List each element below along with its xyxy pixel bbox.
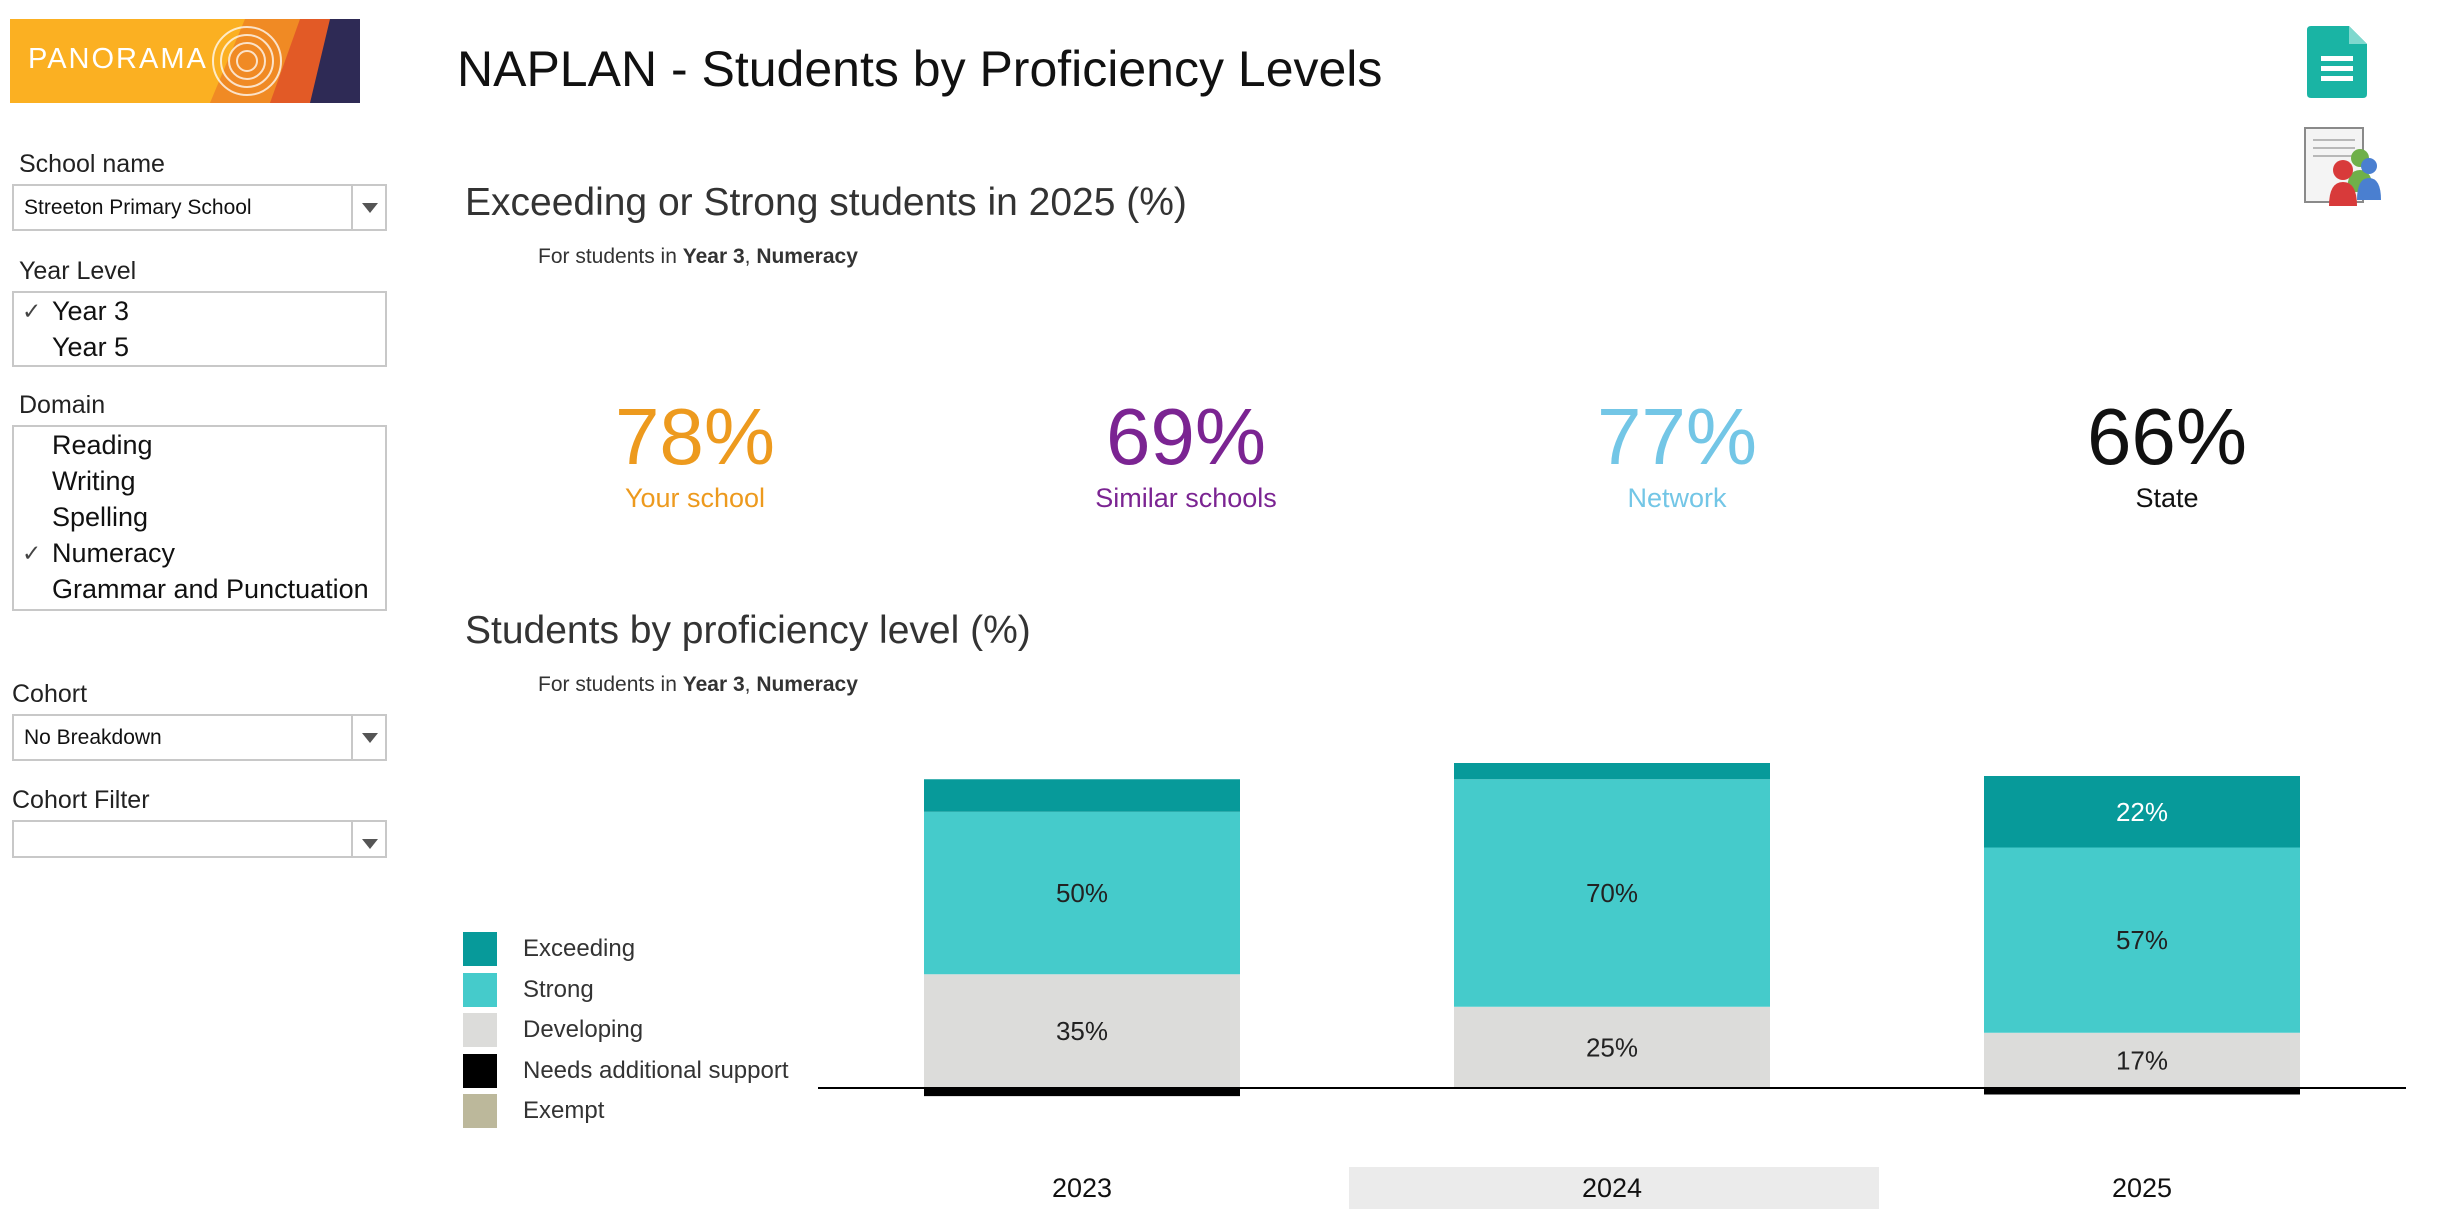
- legend-label: Exempt: [523, 1097, 605, 1124]
- chevron-down-icon[interactable]: [351, 822, 385, 856]
- year-level-label: Year Level: [19, 257, 137, 285]
- x-tick-label: 2023: [1052, 1173, 1112, 1203]
- x-tick-label: 2024: [1582, 1173, 1642, 1203]
- subtitle-separator: ,: [744, 673, 757, 696]
- school-name-label: School name: [19, 150, 165, 178]
- bar-segment: [1984, 1032, 2300, 1088]
- data-label: 25%: [1586, 1032, 1638, 1062]
- subtitle-prefix: For students in: [538, 245, 683, 268]
- year-level-item-label: Year 5: [52, 332, 130, 362]
- school-name-dropdown[interactable]: Streeton Primary School: [12, 184, 387, 231]
- domain-item[interactable]: Reading: [14, 427, 385, 463]
- domain-item-label: Reading: [52, 430, 153, 460]
- bar-segment: [924, 1088, 1240, 1097]
- data-label: 17%: [2116, 1045, 2168, 1075]
- kpi-section-title: Exceeding or Strong students in 2025 (%): [465, 181, 1187, 224]
- kpi-value: 78%: [614, 392, 776, 481]
- legend-label: Strong: [523, 976, 594, 1003]
- bar-segment: [1984, 776, 2300, 848]
- check-icon: ✓: [22, 298, 42, 324]
- data-label: 22%: [2116, 797, 2168, 827]
- data-label: 50%: [1056, 878, 1108, 908]
- kpi-label: Network: [1627, 483, 1727, 513]
- kpi-state: 66% State: [2017, 397, 2317, 514]
- cohort-value: No Breakdown: [24, 726, 162, 749]
- legend-swatch: [463, 1013, 497, 1047]
- panorama-logo: PANORAMA: [10, 19, 360, 103]
- category-highlight: [1349, 1167, 1879, 1209]
- chart-section-subtitle: For students in Year 3, Numeracy: [538, 673, 858, 697]
- kpi-your-school: 78% Your school: [545, 397, 845, 514]
- cohort-dropdown[interactable]: No Breakdown: [12, 714, 387, 761]
- legend-swatch: [463, 932, 497, 966]
- kpi-value: 66%: [2086, 392, 2248, 481]
- domain-item[interactable]: Grammar and Punctuation: [14, 571, 385, 607]
- kpi-section-subtitle: For students in Year 3, Numeracy: [538, 245, 858, 269]
- cohort-filter-dropdown[interactable]: [12, 820, 387, 858]
- chevron-down-icon[interactable]: [351, 716, 385, 759]
- bar-segment: [1984, 847, 2300, 1033]
- document-icon-graphic: [2307, 26, 2367, 98]
- legend-label: Needs additional support: [523, 1057, 789, 1084]
- subtitle-prefix: For students in: [538, 673, 683, 696]
- kpi-label: Your school: [624, 483, 766, 513]
- domain-item-label: Writing: [52, 466, 136, 496]
- logo-graphic: [10, 19, 360, 103]
- bar-segment: [1454, 763, 1770, 780]
- page-title: NAPLAN - Students by Proficiency Levels: [457, 41, 1383, 97]
- domain-item[interactable]: Spelling: [14, 499, 385, 535]
- domain-label: Domain: [19, 391, 106, 419]
- cohort-filter-label: Cohort Filter: [12, 786, 150, 814]
- subtitle-domain: Numeracy: [756, 673, 858, 696]
- kpi-value: 77%: [1596, 392, 1758, 481]
- logo-text: PANORAMA: [28, 43, 208, 75]
- kpi-label: Similar schools: [1095, 483, 1277, 513]
- legend-swatch: [463, 1054, 497, 1088]
- chevron-down-icon[interactable]: [351, 186, 385, 229]
- data-label: 57%: [2116, 925, 2168, 955]
- domain-item-label: Spelling: [52, 502, 149, 532]
- bar-segment: [1454, 1006, 1770, 1088]
- legend-swatch: [463, 1094, 497, 1128]
- x-tick-label: 2025: [2112, 1173, 2172, 1203]
- kpi-network: 77% Network: [1527, 397, 1827, 514]
- domain-item[interactable]: ✓ Numeracy: [14, 535, 385, 571]
- domain-item[interactable]: Writing: [14, 463, 385, 499]
- legend-label: Developing: [523, 1016, 644, 1043]
- year-level-item[interactable]: ✓ Year 3: [14, 293, 385, 329]
- bar-segment: [924, 811, 1240, 975]
- subtitle-year: Year 3: [682, 245, 745, 268]
- bar-segment: [1454, 779, 1770, 1007]
- kpi-label: State: [2135, 483, 2199, 513]
- cohort-label: Cohort: [12, 680, 88, 708]
- legend-label: Exceeding: [523, 935, 636, 962]
- bar-segment: [1984, 1088, 2300, 1095]
- kpi-value: 69%: [1105, 392, 1267, 481]
- user-group-report-icon[interactable]: [2303, 126, 2383, 208]
- year-level-listbox[interactable]: ✓ Year 3 Year 5: [12, 291, 387, 367]
- user-group-report-icon-graphic: [2304, 127, 2381, 206]
- year-level-item[interactable]: Year 5: [14, 329, 385, 365]
- school-name-value: Streeton Primary School: [24, 196, 252, 219]
- kpi-similar-schools: 69% Similar schools: [1036, 397, 1336, 514]
- document-icon[interactable]: [2307, 26, 2367, 98]
- domain-listbox[interactable]: Reading Writing Spelling ✓ Numeracy Gram…: [12, 425, 387, 611]
- chart-section-title: Students by proficiency level (%): [465, 609, 1031, 652]
- subtitle-year: Year 3: [682, 673, 745, 696]
- domain-item-label: Numeracy: [52, 538, 176, 568]
- data-label: 35%: [1056, 1016, 1108, 1046]
- subtitle-separator: ,: [744, 245, 757, 268]
- year-level-item-label: Year 3: [52, 296, 130, 326]
- bar-segment: [924, 779, 1240, 812]
- subtitle-domain: Numeracy: [756, 245, 858, 268]
- bar-segment: [924, 974, 1240, 1088]
- check-icon: ✓: [22, 540, 42, 566]
- legend-swatch: [463, 973, 497, 1007]
- data-label: 70%: [1586, 878, 1638, 908]
- domain-item-label: Grammar and Punctuation: [52, 574, 369, 604]
